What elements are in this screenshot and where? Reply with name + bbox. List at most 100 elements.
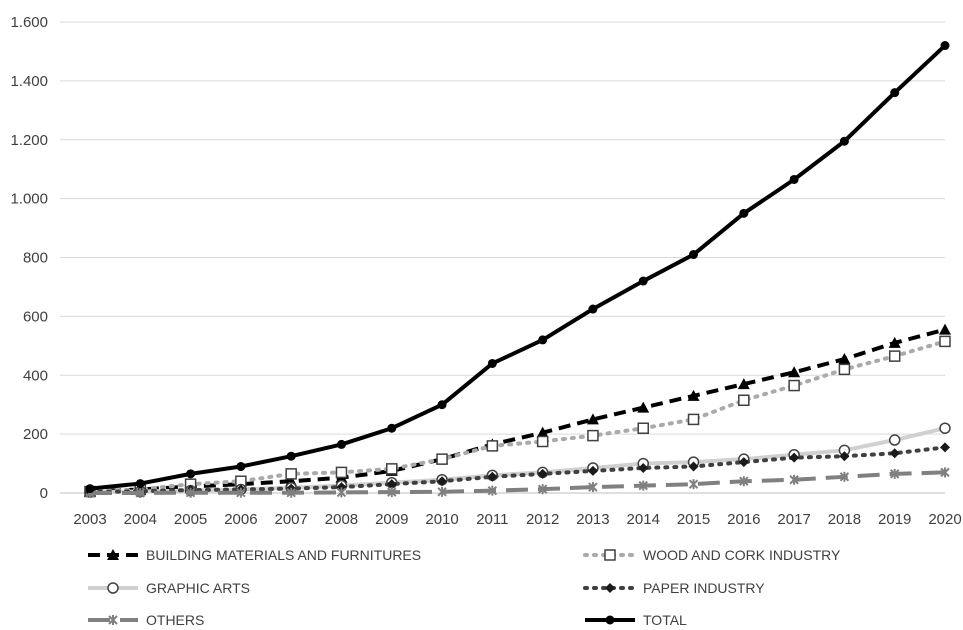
square-marker (587, 429, 599, 442)
legend-item-others: OTHERS (88, 612, 204, 628)
y-tick-label: 600 (23, 308, 48, 325)
square-marker (536, 435, 549, 448)
square-marker (939, 335, 951, 348)
series-total (85, 41, 950, 494)
triangle-marker (586, 413, 599, 425)
dot-marker (236, 462, 246, 472)
y-tick-label: 200 (23, 426, 48, 443)
dot-marker (387, 423, 397, 433)
legend-label: BUILDING MATERIALS AND FURNITURES (146, 547, 421, 563)
y-tick-label: 800 (23, 250, 48, 267)
x-tick-label: 2006 (224, 511, 257, 528)
diamond-marker (587, 465, 598, 476)
x-tick-label: 2003 (73, 511, 106, 528)
x-tick-label: 2008 (325, 511, 358, 528)
square-marker (637, 422, 649, 434)
star-marker (739, 476, 749, 487)
gridlines (60, 21, 945, 435)
dot-marker (940, 41, 950, 51)
star-marker (387, 487, 397, 498)
diamond-marker (437, 476, 448, 487)
legend-item-paper: PAPER INDUSTRY (583, 580, 765, 596)
square-marker (838, 363, 851, 376)
diamond-marker (605, 583, 615, 593)
x-tick-label: 2004 (124, 511, 157, 528)
x-tick-label: 2013 (576, 511, 609, 528)
triangle-marker (637, 401, 650, 413)
diamond-marker (789, 452, 800, 463)
square-marker (486, 440, 499, 452)
series-lines (84, 41, 951, 498)
dot-marker (638, 276, 648, 286)
series-paper (85, 442, 950, 498)
x-tick-label: 2010 (425, 511, 458, 528)
x-tick-label: 2018 (828, 511, 861, 528)
y-tick-label: 1.200 (10, 132, 48, 149)
square-marker (335, 466, 348, 479)
dot-marker (538, 335, 548, 345)
triangle-marker (107, 549, 119, 560)
square-marker (788, 379, 800, 392)
triangle-marker (838, 353, 851, 365)
dot-marker (839, 136, 849, 146)
star-marker (537, 484, 548, 495)
legend-label: TOTAL (643, 612, 687, 625)
diamond-marker (688, 461, 699, 472)
dot-marker (588, 304, 598, 314)
dot-marker (789, 174, 799, 184)
dot-marker (605, 615, 615, 625)
diamond-marker (839, 451, 850, 462)
x-tick-label: 2012 (526, 511, 559, 528)
diamond-marker (386, 479, 397, 490)
star-marker (638, 480, 648, 491)
series-others (85, 467, 950, 498)
diamond-marker (537, 468, 548, 479)
star-marker (437, 486, 447, 497)
x-tick-label: 2005 (174, 511, 207, 528)
dot-marker (437, 400, 447, 410)
square-marker (738, 394, 750, 407)
star-marker (789, 474, 799, 485)
square-marker (285, 468, 297, 480)
star-marker (889, 468, 900, 479)
diamond-marker (889, 448, 900, 459)
legend-label: GRAPHIC ARTS (146, 580, 250, 596)
series-line-total (89, 44, 947, 491)
star-marker (336, 487, 347, 498)
square-marker (436, 453, 448, 465)
star-marker (108, 615, 118, 625)
triangle-marker (536, 426, 549, 438)
triangle-marker (888, 336, 901, 348)
star-marker (185, 487, 196, 498)
diamond-marker (738, 457, 749, 468)
triangle-marker (939, 323, 951, 335)
legend-item-building: BUILDING MATERIALS AND FURNITURES (88, 547, 421, 563)
x-tick-label: 2015 (677, 511, 710, 528)
dot-marker (186, 469, 196, 479)
x-tick-label: 2007 (274, 511, 307, 528)
triangle-marker (737, 378, 750, 390)
y-tick-label: 0 (40, 485, 48, 502)
x-tick-label: 2009 (375, 511, 408, 528)
star-marker (487, 485, 498, 496)
legend-item-total: TOTAL (585, 612, 687, 628)
triangle-marker (788, 366, 801, 378)
triangle-marker (687, 389, 700, 401)
star-marker (688, 479, 699, 490)
dot-marker (336, 439, 346, 449)
dot-marker (85, 484, 95, 494)
series-line-building (89, 327, 946, 494)
x-tick-label: 2011 (476, 511, 508, 528)
dot-marker (689, 250, 699, 260)
square-marker (386, 463, 398, 475)
dot-marker (890, 88, 900, 98)
circle-marker (888, 434, 901, 446)
x-tick-label: 2014 (627, 511, 660, 528)
dot-marker (487, 358, 497, 368)
star-marker (286, 487, 296, 498)
star-marker (940, 467, 950, 478)
y-tick-label: 1.400 (10, 73, 48, 90)
x-tick-label: 2017 (777, 511, 810, 528)
diamond-marker (940, 442, 950, 453)
